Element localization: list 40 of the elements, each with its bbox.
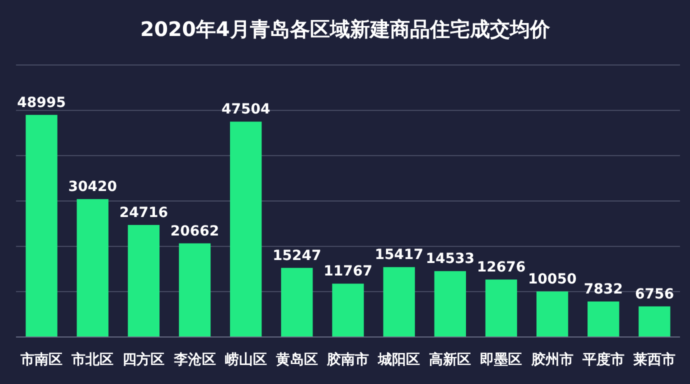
x-tick-label: 平度市: [581, 351, 624, 368]
bar: [638, 306, 670, 337]
bar: [485, 280, 518, 337]
data-label: 20662: [170, 223, 220, 240]
data-label: 48995: [17, 94, 66, 111]
data-label: 30420: [68, 179, 118, 196]
x-tick-label: 莱西市: [632, 351, 676, 368]
x-tick-label: 高新区: [429, 351, 472, 368]
x-tick-label: 李沧区: [172, 352, 216, 368]
data-label: 7832: [584, 281, 623, 298]
data-label: 12676: [476, 260, 526, 276]
x-tick-label: 城阳区: [377, 352, 420, 368]
data-label: 14533: [426, 251, 475, 268]
x-tick-label: 市南区: [20, 351, 63, 368]
bar: [383, 267, 415, 337]
data-label: 15417: [374, 247, 424, 264]
bar: [178, 243, 211, 337]
x-tick-label: 四方区: [122, 351, 165, 368]
bar: [76, 199, 108, 337]
bar: [281, 268, 313, 337]
x-tick-label: 崂山区: [224, 352, 267, 368]
data-label: 47504: [221, 102, 270, 118]
bar: [332, 284, 364, 337]
x-tick-label: 胶南市: [326, 351, 369, 368]
bar: [588, 301, 620, 337]
x-tick-label: 胶州市: [530, 351, 574, 368]
data-label: 10050: [528, 271, 577, 288]
x-tick-label: 市北区: [70, 351, 114, 368]
bar: [128, 224, 160, 337]
data-label: 24716: [119, 204, 168, 221]
data-label: 15247: [272, 248, 322, 264]
x-tick-label: 黄岛区: [274, 352, 318, 368]
bar: [536, 291, 568, 337]
data-label: 6756: [634, 286, 674, 302]
data-label: 11767: [324, 264, 372, 280]
x-tick-label: 即墨区: [480, 352, 522, 368]
bar: [230, 122, 262, 337]
chart-title: 2020年4月青岛各区域新建商品住宅成交均价: [140, 17, 551, 41]
bar: [434, 271, 466, 337]
bar: [26, 114, 58, 337]
